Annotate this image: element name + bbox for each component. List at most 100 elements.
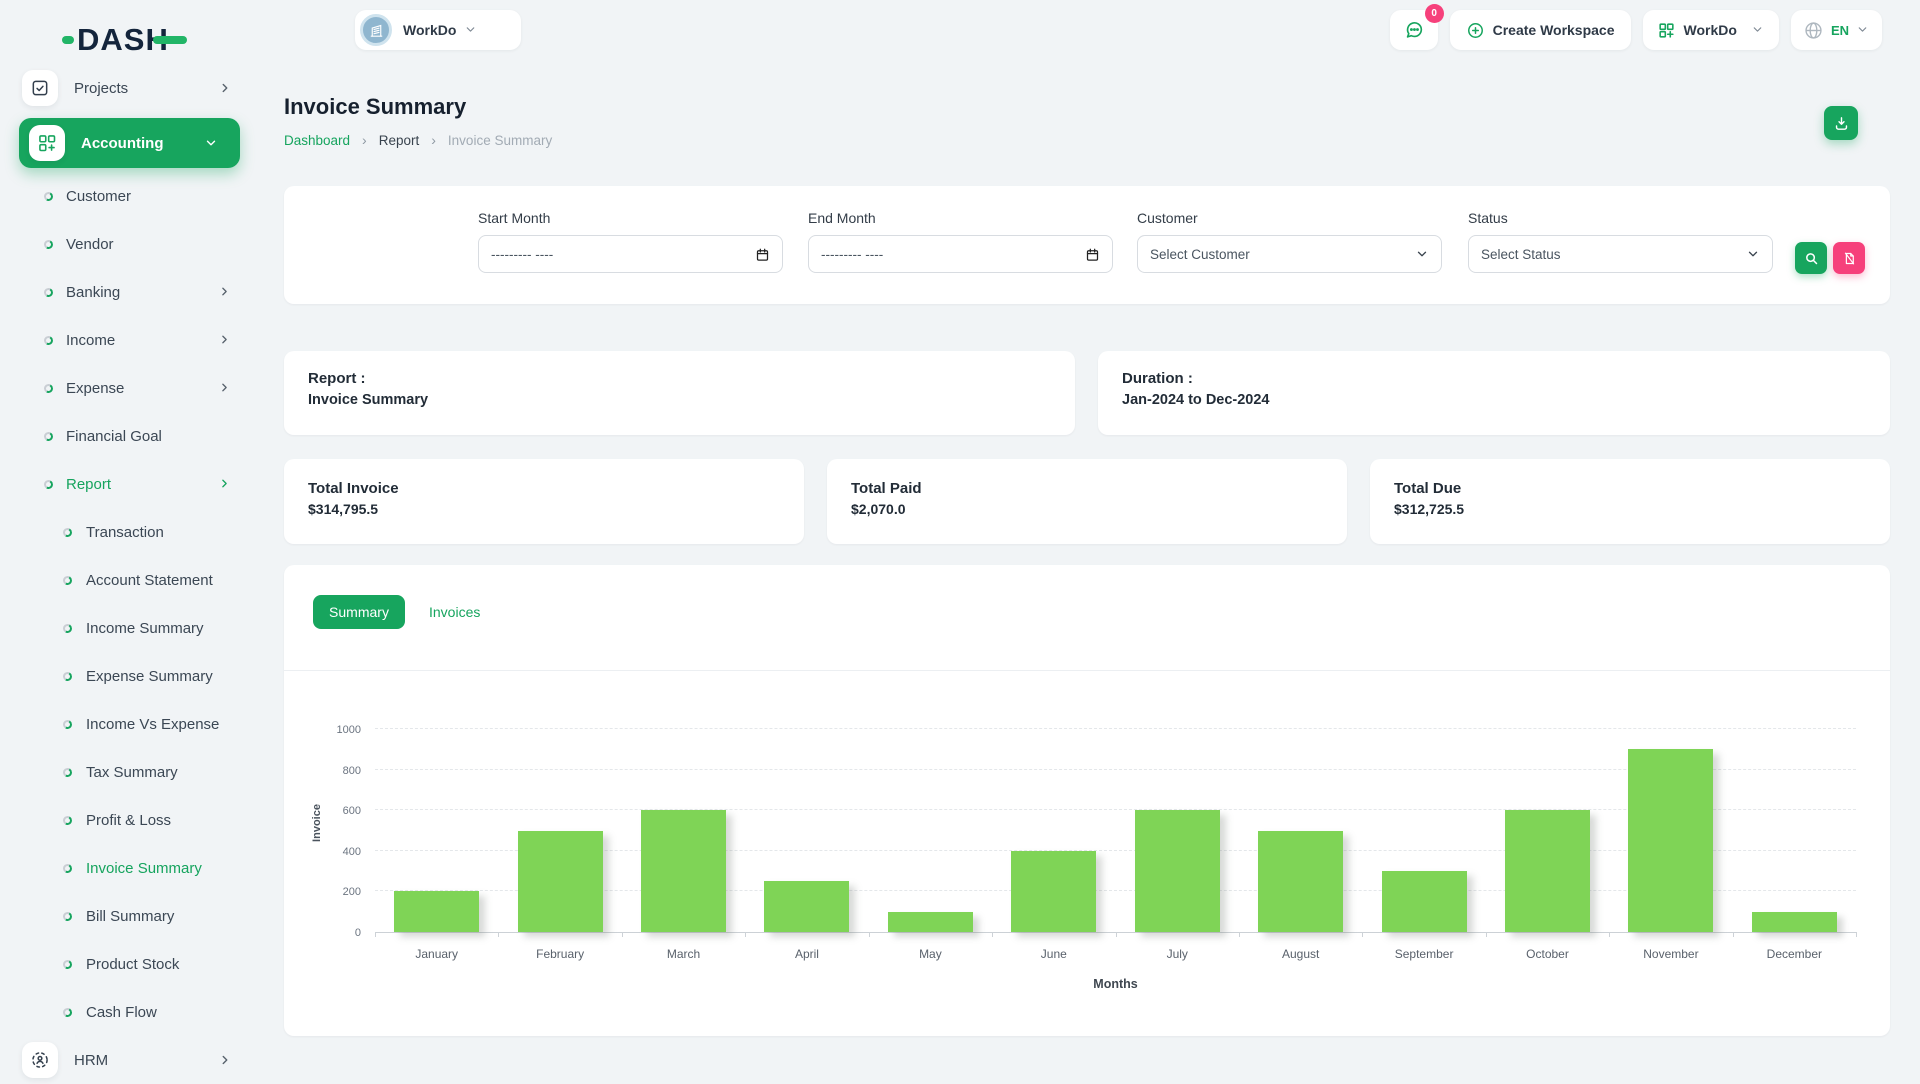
chevron-right-icon xyxy=(218,1053,232,1067)
sidebar-item-transaction[interactable]: Transaction xyxy=(0,508,260,556)
x-tick-label: May xyxy=(869,947,992,961)
sidebar-item-label: HRM xyxy=(74,1052,108,1069)
x-tick-label: August xyxy=(1239,947,1362,961)
bullet-icon xyxy=(43,286,54,297)
messages-badge: 0 xyxy=(1425,4,1444,23)
sidebar-item-income-vs-expense[interactable]: Income Vs Expense xyxy=(0,700,260,748)
language-selector[interactable]: EN xyxy=(1791,10,1882,50)
chevron-right-icon xyxy=(218,81,232,95)
invoice-bar-chart-plot xyxy=(375,730,1856,933)
bar-column xyxy=(375,730,498,932)
chevron-down-icon xyxy=(1751,23,1765,37)
bar-column xyxy=(1609,730,1732,932)
messages-button[interactable]: 0 xyxy=(1390,10,1438,50)
x-tick-label: July xyxy=(1116,947,1239,961)
sidebar-nav: Projects Accounting Customer Vendor xyxy=(0,64,260,1084)
invoice-bar xyxy=(1505,810,1590,932)
x-tick xyxy=(1733,932,1734,937)
sidebar-item-label: Report xyxy=(66,476,111,493)
x-axis-labels: JanuaryFebruaryMarchAprilMayJuneJulyAugu… xyxy=(375,947,1856,961)
sidebar-item-profit-loss[interactable]: Profit & Loss xyxy=(0,796,260,844)
invoice-bar xyxy=(764,881,849,932)
end-month-input[interactable]: --------- ---- xyxy=(808,235,1113,273)
workdo-menu-button[interactable]: WorkDo xyxy=(1643,10,1779,50)
logo-accent-left xyxy=(62,36,74,44)
sidebar-item-label: Income xyxy=(66,332,115,349)
calendar-icon xyxy=(755,247,770,262)
invoice-bar xyxy=(1258,831,1343,933)
bullet-icon xyxy=(43,430,54,441)
invoice-bar xyxy=(1135,810,1220,932)
breadcrumb-dashboard[interactable]: Dashboard xyxy=(284,133,350,148)
sidebar-item-income-summary[interactable]: Income Summary xyxy=(0,604,260,652)
sidebar-item-invoice-summary-active[interactable]: Invoice Summary xyxy=(0,844,260,892)
sidebar-item-customer[interactable]: Customer xyxy=(0,172,260,220)
chevron-down-icon xyxy=(204,136,218,150)
sidebar-item-cash-flow[interactable]: Cash Flow xyxy=(0,988,260,1036)
workspace-selector[interactable]: WorkDo xyxy=(355,10,521,50)
customer-label: Customer xyxy=(1137,210,1442,226)
sidebar-item-banking[interactable]: Banking xyxy=(0,268,260,316)
tab-invoices[interactable]: Invoices xyxy=(421,595,488,629)
workspace-name: WorkDo xyxy=(403,22,456,38)
breadcrumb-report[interactable]: Report xyxy=(379,133,420,148)
status-label: Status xyxy=(1468,210,1773,226)
sidebar-item-income[interactable]: Income xyxy=(0,316,260,364)
sidebar-item-label: Accounting xyxy=(81,135,164,152)
sidebar: DASH Projects Accounting Cust xyxy=(0,0,260,1080)
y-tick-label: 0 xyxy=(355,927,361,939)
total-invoice-label: Total Invoice xyxy=(308,480,780,497)
x-tick-label: December xyxy=(1733,947,1856,961)
start-month-input[interactable]: --------- ---- xyxy=(478,235,783,273)
sidebar-item-report[interactable]: Report xyxy=(0,460,260,508)
filter-card: Start Month --------- ---- End Month ---… xyxy=(284,186,1890,304)
x-tick xyxy=(1486,932,1487,937)
sidebar-item-expense-summary[interactable]: Expense Summary xyxy=(0,652,260,700)
sidebar-item-hrm[interactable]: HRM xyxy=(0,1036,260,1084)
sidebar-item-financial-goal[interactable]: Financial Goal xyxy=(0,412,260,460)
download-button[interactable] xyxy=(1824,106,1858,140)
bullet-icon xyxy=(62,718,73,729)
tab-summary[interactable]: Summary xyxy=(313,595,405,629)
create-workspace-label: Create Workspace xyxy=(1493,22,1615,38)
reset-filter-button[interactable] xyxy=(1833,242,1865,274)
y-tick-label: 400 xyxy=(343,846,361,858)
x-tick-label: June xyxy=(992,947,1115,961)
bar-column xyxy=(1116,730,1239,932)
download-icon xyxy=(1833,115,1850,132)
sidebar-item-accounting[interactable]: Accounting xyxy=(19,118,240,168)
chevron-right-icon xyxy=(218,477,232,491)
sidebar-item-product-stock[interactable]: Product Stock xyxy=(0,940,260,988)
bullet-icon xyxy=(62,862,73,873)
sidebar-item-label: Banking xyxy=(66,284,120,301)
sidebar-item-account-statement[interactable]: Account Statement xyxy=(0,556,260,604)
invoice-bar xyxy=(1752,912,1837,932)
bars-container xyxy=(375,730,1856,932)
bullet-icon xyxy=(43,190,54,201)
logo-accent-right xyxy=(153,36,187,44)
sidebar-item-label: Financial Goal xyxy=(66,428,162,445)
sidebar-item-label: Account Statement xyxy=(86,572,213,589)
customer-select-value: Select Customer xyxy=(1150,247,1415,262)
plus-circle-icon xyxy=(1466,21,1485,40)
sidebar-item-vendor[interactable]: Vendor xyxy=(0,220,260,268)
bullet-icon xyxy=(43,334,54,345)
sidebar-item-expense[interactable]: Expense xyxy=(0,364,260,412)
customer-select[interactable]: Select Customer xyxy=(1137,235,1442,273)
sidebar-item-bill-summary[interactable]: Bill Summary xyxy=(0,892,260,940)
x-tick xyxy=(1239,932,1240,937)
apply-filter-button[interactable] xyxy=(1795,242,1827,274)
sidebar-item-label: Income Summary xyxy=(86,620,204,637)
status-select[interactable]: Select Status xyxy=(1468,235,1773,273)
sidebar-item-tax-summary[interactable]: Tax Summary xyxy=(0,748,260,796)
create-workspace-button[interactable]: Create Workspace xyxy=(1450,10,1631,50)
sidebar-item-label: Transaction xyxy=(86,524,164,541)
breadcrumb: Dashboard › Report › Invoice Summary xyxy=(284,132,552,148)
grid-plus-icon xyxy=(1657,21,1676,40)
bar-column xyxy=(498,730,621,932)
total-invoice-value: $314,795.5 xyxy=(308,501,780,517)
sidebar-item-projects[interactable]: Projects xyxy=(0,64,260,112)
app-logo[interactable]: DASH xyxy=(62,22,187,58)
accounting-grid-icon xyxy=(29,125,65,161)
bullet-icon xyxy=(62,958,73,969)
